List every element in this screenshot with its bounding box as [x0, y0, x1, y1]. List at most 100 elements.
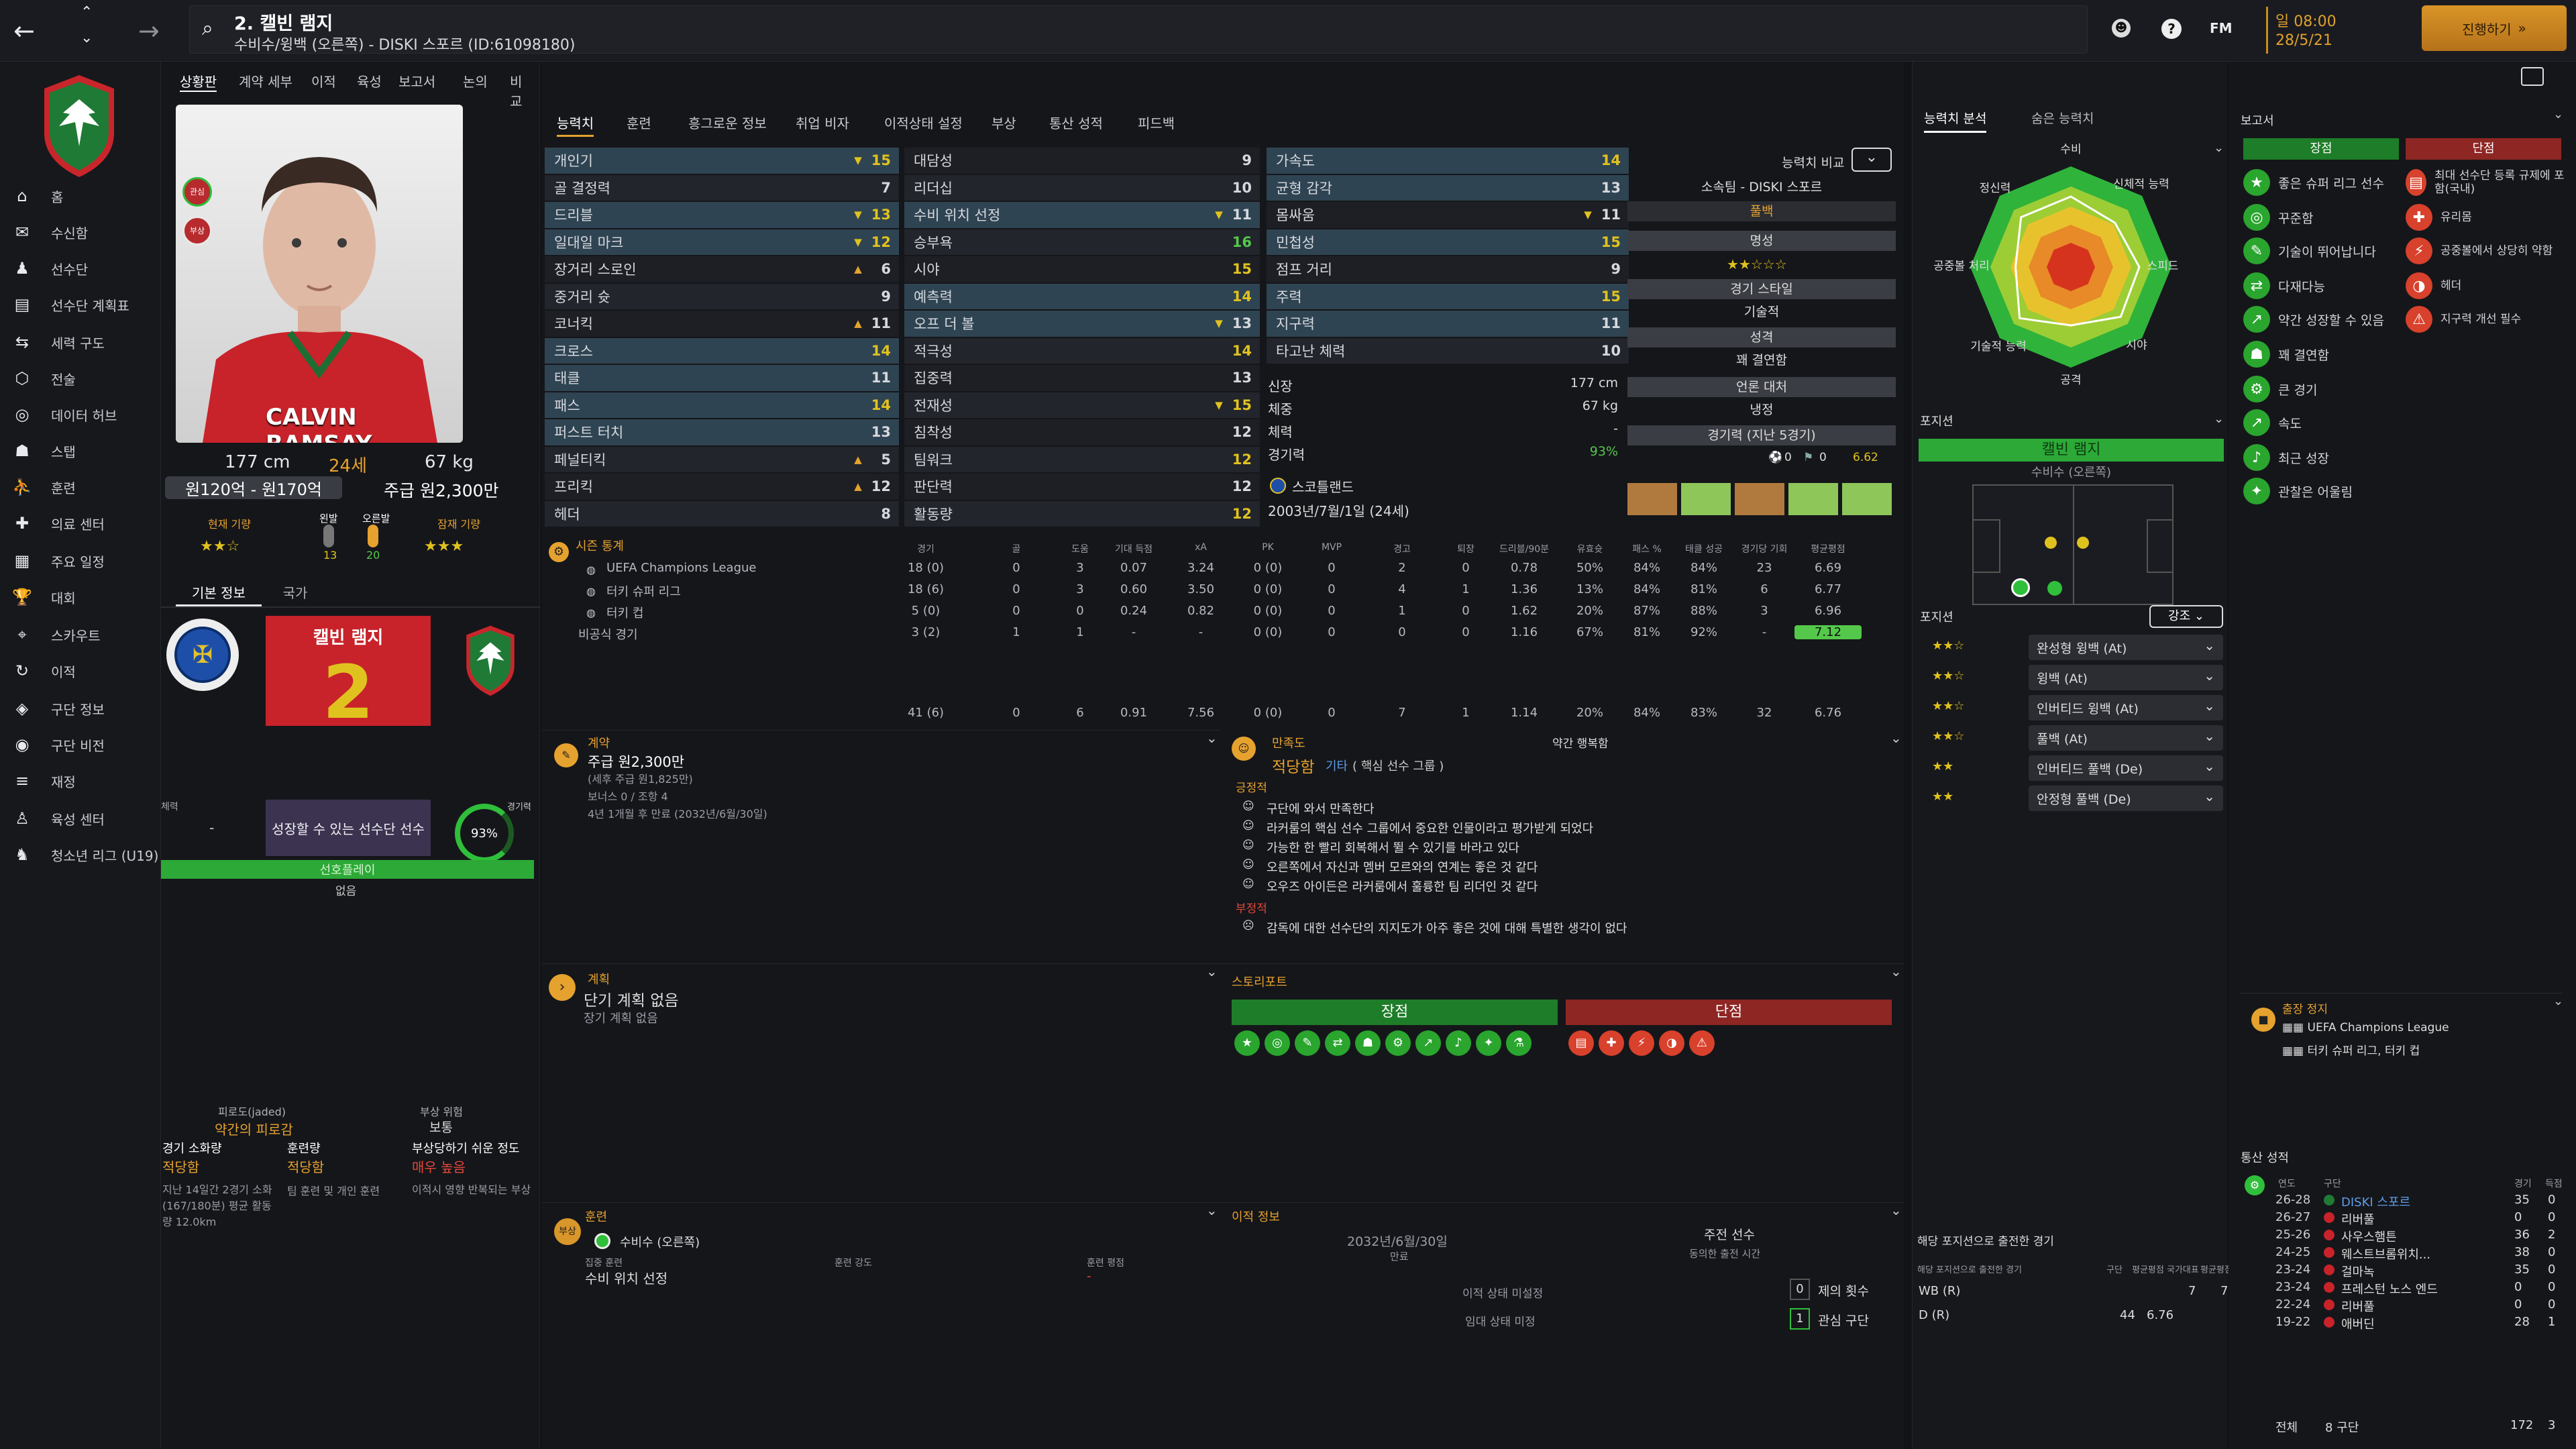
attr-col3-2[interactable]: 몸싸움 ▼ 11 [1267, 202, 1629, 228]
attr-col1-13[interactable]: 헤더 8 [545, 500, 899, 527]
stat-comp-1[interactable]: 터키 슈퍼 리그 [606, 585, 681, 599]
club-icon[interactable]: ☻ [2112, 19, 2131, 38]
stat-comp-2[interactable]: 터키 컵 [606, 606, 644, 621]
fm-logo[interactable]: FM [2210, 20, 2233, 36]
report-weakness-2[interactable]: ⚡ 공중볼에서 상당히 약함 [2406, 237, 2567, 264]
sidebar-item-14[interactable]: ◈ 구단 정보 [12, 695, 105, 722]
attr-col3-6[interactable]: 지구력 11 [1267, 311, 1629, 337]
attr-col3-1[interactable]: 균형 감각 13 [1267, 174, 1629, 201]
attr-col1-8[interactable]: 태클 11 [545, 365, 899, 391]
sidebar-item-16[interactable]: ≡ 재정 [12, 767, 76, 794]
radar-menu-icon[interactable]: ⌄ [2214, 141, 2224, 155]
attr-col2-9[interactable]: 전재성 ▼ 15 [904, 392, 1260, 418]
career-club[interactable]: 애버딘 [2341, 1318, 2375, 1332]
suspension-expand-icon[interactable]: ⌄ [2553, 994, 2564, 1008]
scout-expand-icon[interactable]: ⌄ [1890, 963, 1902, 979]
training-expand-icon[interactable]: ⌄ [1206, 1202, 1218, 1218]
attr-tab-5[interactable]: 부상 [991, 115, 1016, 131]
attr-col1-1[interactable]: 골 결정력 7 [545, 174, 899, 201]
happiness-title[interactable]: 만족도 [1272, 737, 1305, 751]
report-strength-3[interactable]: ⇄ 다재다능 [2243, 272, 2325, 299]
nav-tab-4[interactable]: 보고서 [398, 74, 436, 90]
attr-col1-9[interactable]: 패스 14 [545, 392, 899, 418]
contract-title[interactable]: 계약 [588, 737, 610, 751]
nav-tab-6[interactable]: 비교 [510, 74, 523, 109]
scout-title[interactable]: 스토리포트 [1232, 975, 1287, 989]
plan-expand-icon[interactable]: ⌄ [1206, 963, 1218, 979]
attr-col3-3[interactable]: 민첩성 15 [1267, 229, 1629, 255]
attr-tab-6[interactable]: 통산 성적 [1049, 115, 1103, 131]
attr-col2-10[interactable]: 침착성 12 [904, 419, 1260, 445]
scout-weakness-icon-3[interactable]: ◑ [1659, 1030, 1684, 1056]
nav-tab-0[interactable]: 상황판 [180, 71, 217, 92]
attr-tab-2[interactable]: 흥그로운 정보 [688, 115, 767, 131]
scout-weakness-icon-4[interactable]: ⚠ [1689, 1030, 1715, 1056]
sidebar-item-1[interactable]: ✉ 수신함 [12, 219, 88, 246]
nav-tab-3[interactable]: 육성 [357, 74, 382, 90]
career-club[interactable]: 리버풀 [2341, 1213, 2375, 1227]
plan-title[interactable]: 계획 [588, 973, 610, 987]
attr-col3-7[interactable]: 타고난 체력 10 [1267, 337, 1629, 364]
role-select-3[interactable]: 풀백 (At) ⌄ [2029, 725, 2223, 751]
attr-tab-0[interactable]: 능력치 [557, 113, 594, 137]
right-tab-0[interactable]: 능력치 분석 [1924, 109, 1987, 133]
stat-comp-0[interactable]: UEFA Champions League [606, 561, 757, 575]
attr-col2-4[interactable]: 시야 15 [904, 256, 1260, 282]
training-title[interactable]: 훈련 [585, 1210, 608, 1224]
role-select-4[interactable]: 인버티드 풀백 (De) ⌄ [2029, 755, 2223, 781]
sidebar-item-17[interactable]: ♙ 육성 센터 [12, 805, 105, 832]
season-stats-title[interactable]: 시즌 통계 [576, 539, 624, 553]
sidebar-item-0[interactable]: ⌂ 홈 [12, 182, 63, 209]
attr-col1-10[interactable]: 퍼스트 터치 13 [545, 419, 899, 445]
nav-tab-1[interactable]: 계약 세부 [239, 74, 292, 90]
tab-basic-info[interactable]: 기본 정보 [176, 582, 262, 606]
sidebar-item-11[interactable]: 🏆 대회 [12, 584, 76, 610]
attr-tab-3[interactable]: 취업 비자 [796, 115, 849, 131]
career-club[interactable]: 프레스턴 노스 엔드 [2341, 1283, 2438, 1297]
attr-col2-7[interactable]: 적극성 14 [904, 337, 1260, 364]
scout-strength-icon-2[interactable]: ✎ [1295, 1030, 1320, 1056]
search-box[interactable]: ⌕ 2. 캘빈 램지 수비수/윙백 (오른쪽) - DISKI 스포르 (ID:… [189, 5, 2088, 54]
career-club[interactable]: 걸마녹 [2341, 1265, 2375, 1279]
report-strength-2[interactable]: ✎ 기술이 뛰어납니다 [2243, 237, 2376, 264]
down-icon[interactable]: ⌄ [80, 30, 93, 46]
back-icon[interactable]: ← [13, 16, 35, 46]
attr-col1-12[interactable]: 프리킥 ▲ 12 [545, 474, 899, 500]
attr-col1-2[interactable]: 드리블 ▼ 13 [545, 202, 899, 228]
sidebar-item-13[interactable]: ↻ 이적 [12, 657, 76, 684]
tab-nation[interactable]: 국가 [282, 585, 308, 601]
sidebar-item-8[interactable]: ⛹ 훈련 [12, 474, 76, 500]
attr-col2-13[interactable]: 활동량 12 [904, 500, 1260, 527]
attr-col2-8[interactable]: 집중력 13 [904, 365, 1260, 391]
report-expand-icon[interactable]: ⌄ [2553, 107, 2564, 121]
report-weakness-3[interactable]: ◑ 헤더 [2406, 272, 2567, 299]
attr-col1-6[interactable]: 코너킥 ▲ 11 [545, 311, 899, 337]
attr-col1-4[interactable]: 장거리 스로인 ▲ 6 [545, 256, 899, 282]
attr-col2-3[interactable]: 승부욕 16 [904, 229, 1260, 255]
happiness-expand-icon[interactable]: ⌄ [1890, 730, 1902, 746]
report-strength-5[interactable]: ⚙ 큰 경기 [2243, 376, 2317, 402]
report-strength-6[interactable]: ↗ 속도 [2243, 409, 2302, 436]
attr-col2-6[interactable]: 오프 더 볼 ▼ 13 [904, 311, 1260, 337]
help-icon[interactable]: ? [2161, 19, 2182, 39]
sidebar-item-5[interactable]: ⬡ 전술 [12, 365, 76, 392]
career-club[interactable]: 사우스햄튼 [2341, 1230, 2397, 1244]
layout-icon[interactable] [2521, 67, 2544, 86]
attr-col3-4[interactable]: 점프 거리 9 [1267, 256, 1629, 282]
contract-expand-icon[interactable]: ⌄ [1206, 730, 1218, 746]
sidebar-item-4[interactable]: ⇆ 세력 구도 [12, 329, 105, 356]
career-club[interactable]: 웨스트브롬위치... [2341, 1248, 2431, 1262]
report-strength-8[interactable]: ✦ 관찰은 어울림 [2243, 478, 2353, 504]
career-club[interactable]: 리버풀 [2341, 1300, 2375, 1314]
scout-strength-icon-3[interactable]: ⇄ [1325, 1030, 1350, 1056]
attr-col2-0[interactable]: 대담성 9 [904, 148, 1260, 174]
nav-tab-5[interactable]: 논의 [463, 74, 488, 90]
attr-tab-1[interactable]: 훈련 [627, 115, 651, 131]
scout-weakness-icon-1[interactable]: ✚ [1599, 1030, 1624, 1056]
report-strength-0[interactable]: ★ 좋은 슈퍼 리그 선수 [2243, 169, 2384, 196]
scout-strength-icon-0[interactable]: ★ [1234, 1030, 1260, 1056]
nation-flag[interactable]: ✠ [166, 619, 239, 691]
emphasis-dropdown[interactable]: 강조 ⌄ [2149, 605, 2223, 628]
attr-col2-11[interactable]: 팀워크 12 [904, 446, 1260, 472]
transfer-title[interactable]: 이적 정보 [1232, 1210, 1280, 1224]
